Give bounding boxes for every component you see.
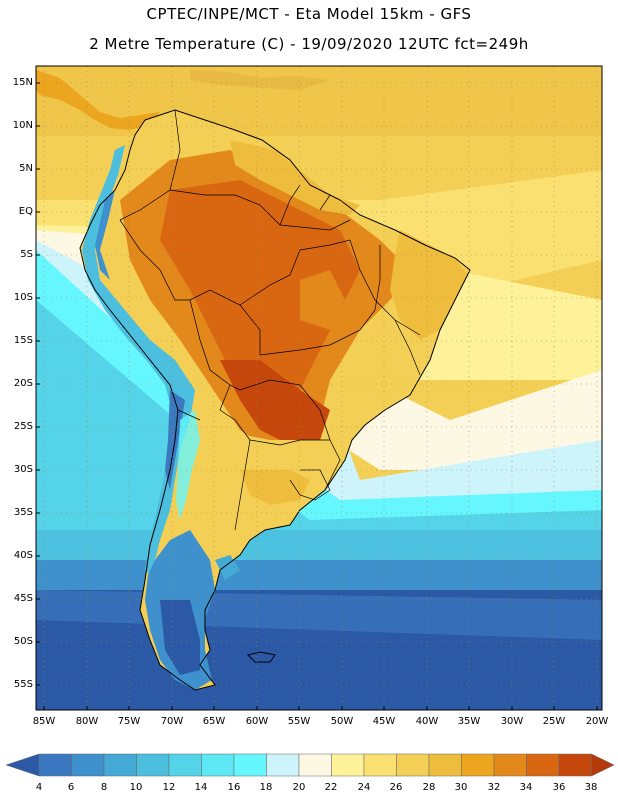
colorbar-swatch: [493, 753, 527, 777]
colorbar-label: 32: [487, 782, 501, 793]
colorbar-swatch: [103, 753, 137, 777]
colorbar-label: 24: [357, 782, 371, 793]
colorbar-swatch: [201, 753, 235, 777]
lon-label: 70W: [160, 716, 184, 727]
lat-label: 40S: [13, 550, 33, 561]
colorbar-label: 18: [259, 782, 273, 793]
lon-label: 35W: [457, 716, 481, 727]
colorbar-label: 36: [552, 782, 566, 793]
colorbar-label: 10: [129, 782, 143, 793]
lon-label: 50W: [330, 716, 354, 727]
colorbar-label: 12: [162, 782, 176, 793]
colorbar-arrow-left: [5, 753, 40, 777]
map-panel: [36, 66, 602, 710]
lat-label: 50S: [13, 636, 33, 647]
lat-label: 35S: [13, 507, 33, 518]
lon-label: 30W: [500, 716, 524, 727]
lat-label: EQ: [18, 206, 33, 217]
map-frame: [35, 65, 603, 711]
lon-label: 25W: [542, 716, 566, 727]
colorbar-label: 26: [389, 782, 403, 793]
lon-label: 20W: [585, 716, 609, 727]
colorbar-label: 34: [519, 782, 533, 793]
colorbar-swatch: [396, 753, 430, 777]
colorbar-label: 4: [35, 782, 43, 793]
lat-label: 55S: [13, 679, 33, 690]
colorbar-label: 16: [227, 782, 241, 793]
colorbar-swatch: [331, 753, 365, 777]
colorbar-label: 28: [422, 782, 436, 793]
colorbar-label: 20: [292, 782, 306, 793]
lon-label: 45W: [372, 716, 396, 727]
lat-label: 15S: [13, 335, 33, 346]
colorbar-swatch: [136, 753, 170, 777]
lat-label: 25S: [13, 421, 33, 432]
lat-label: 15N: [12, 77, 33, 88]
colorbar-label: 30: [454, 782, 468, 793]
colorbar: [5, 753, 615, 777]
colorbar-label: 14: [194, 782, 208, 793]
colorbar-swatch: [526, 753, 560, 777]
colorbar-swatch: [266, 753, 300, 777]
colorbar-swatch: [363, 753, 397, 777]
colorbar-swatch: [71, 753, 105, 777]
lat-label: 5N: [19, 163, 33, 174]
lat-label: 45S: [13, 593, 33, 604]
colorbar-arrow-right: [591, 753, 615, 777]
colorbar-swatch: [298, 753, 332, 777]
lat-label: 20S: [13, 378, 33, 389]
lon-label: 65W: [202, 716, 226, 727]
lat-label: 10N: [12, 120, 33, 131]
colorbar-swatch: [38, 753, 72, 777]
lon-label: 85W: [32, 716, 56, 727]
colorbar-swatch: [233, 753, 267, 777]
colorbar-swatch: [428, 753, 462, 777]
colorbar-label: 6: [67, 782, 75, 793]
lon-label: 40W: [415, 716, 439, 727]
colorbar-swatch: [461, 753, 495, 777]
lat-label: 5S: [20, 249, 33, 260]
lon-label: 80W: [75, 716, 99, 727]
lon-label: 75W: [117, 716, 141, 727]
lat-label: 30S: [13, 464, 33, 475]
chart-title-line1: CPTEC/INPE/MCT - Eta Model 15km - GFS: [146, 5, 472, 23]
chart-title-line2: 2 Metre Temperature (C) - 19/09/2020 12U…: [89, 35, 529, 53]
lon-label: 60W: [245, 716, 269, 727]
colorbar-label: 38: [584, 782, 598, 793]
colorbar-label: 22: [324, 782, 338, 793]
colorbar-swatch: [168, 753, 202, 777]
colorbar-swatch: [558, 753, 592, 777]
lon-label: 55W: [287, 716, 311, 727]
colorbar-label: 8: [100, 782, 108, 793]
lat-label: 10S: [13, 292, 33, 303]
